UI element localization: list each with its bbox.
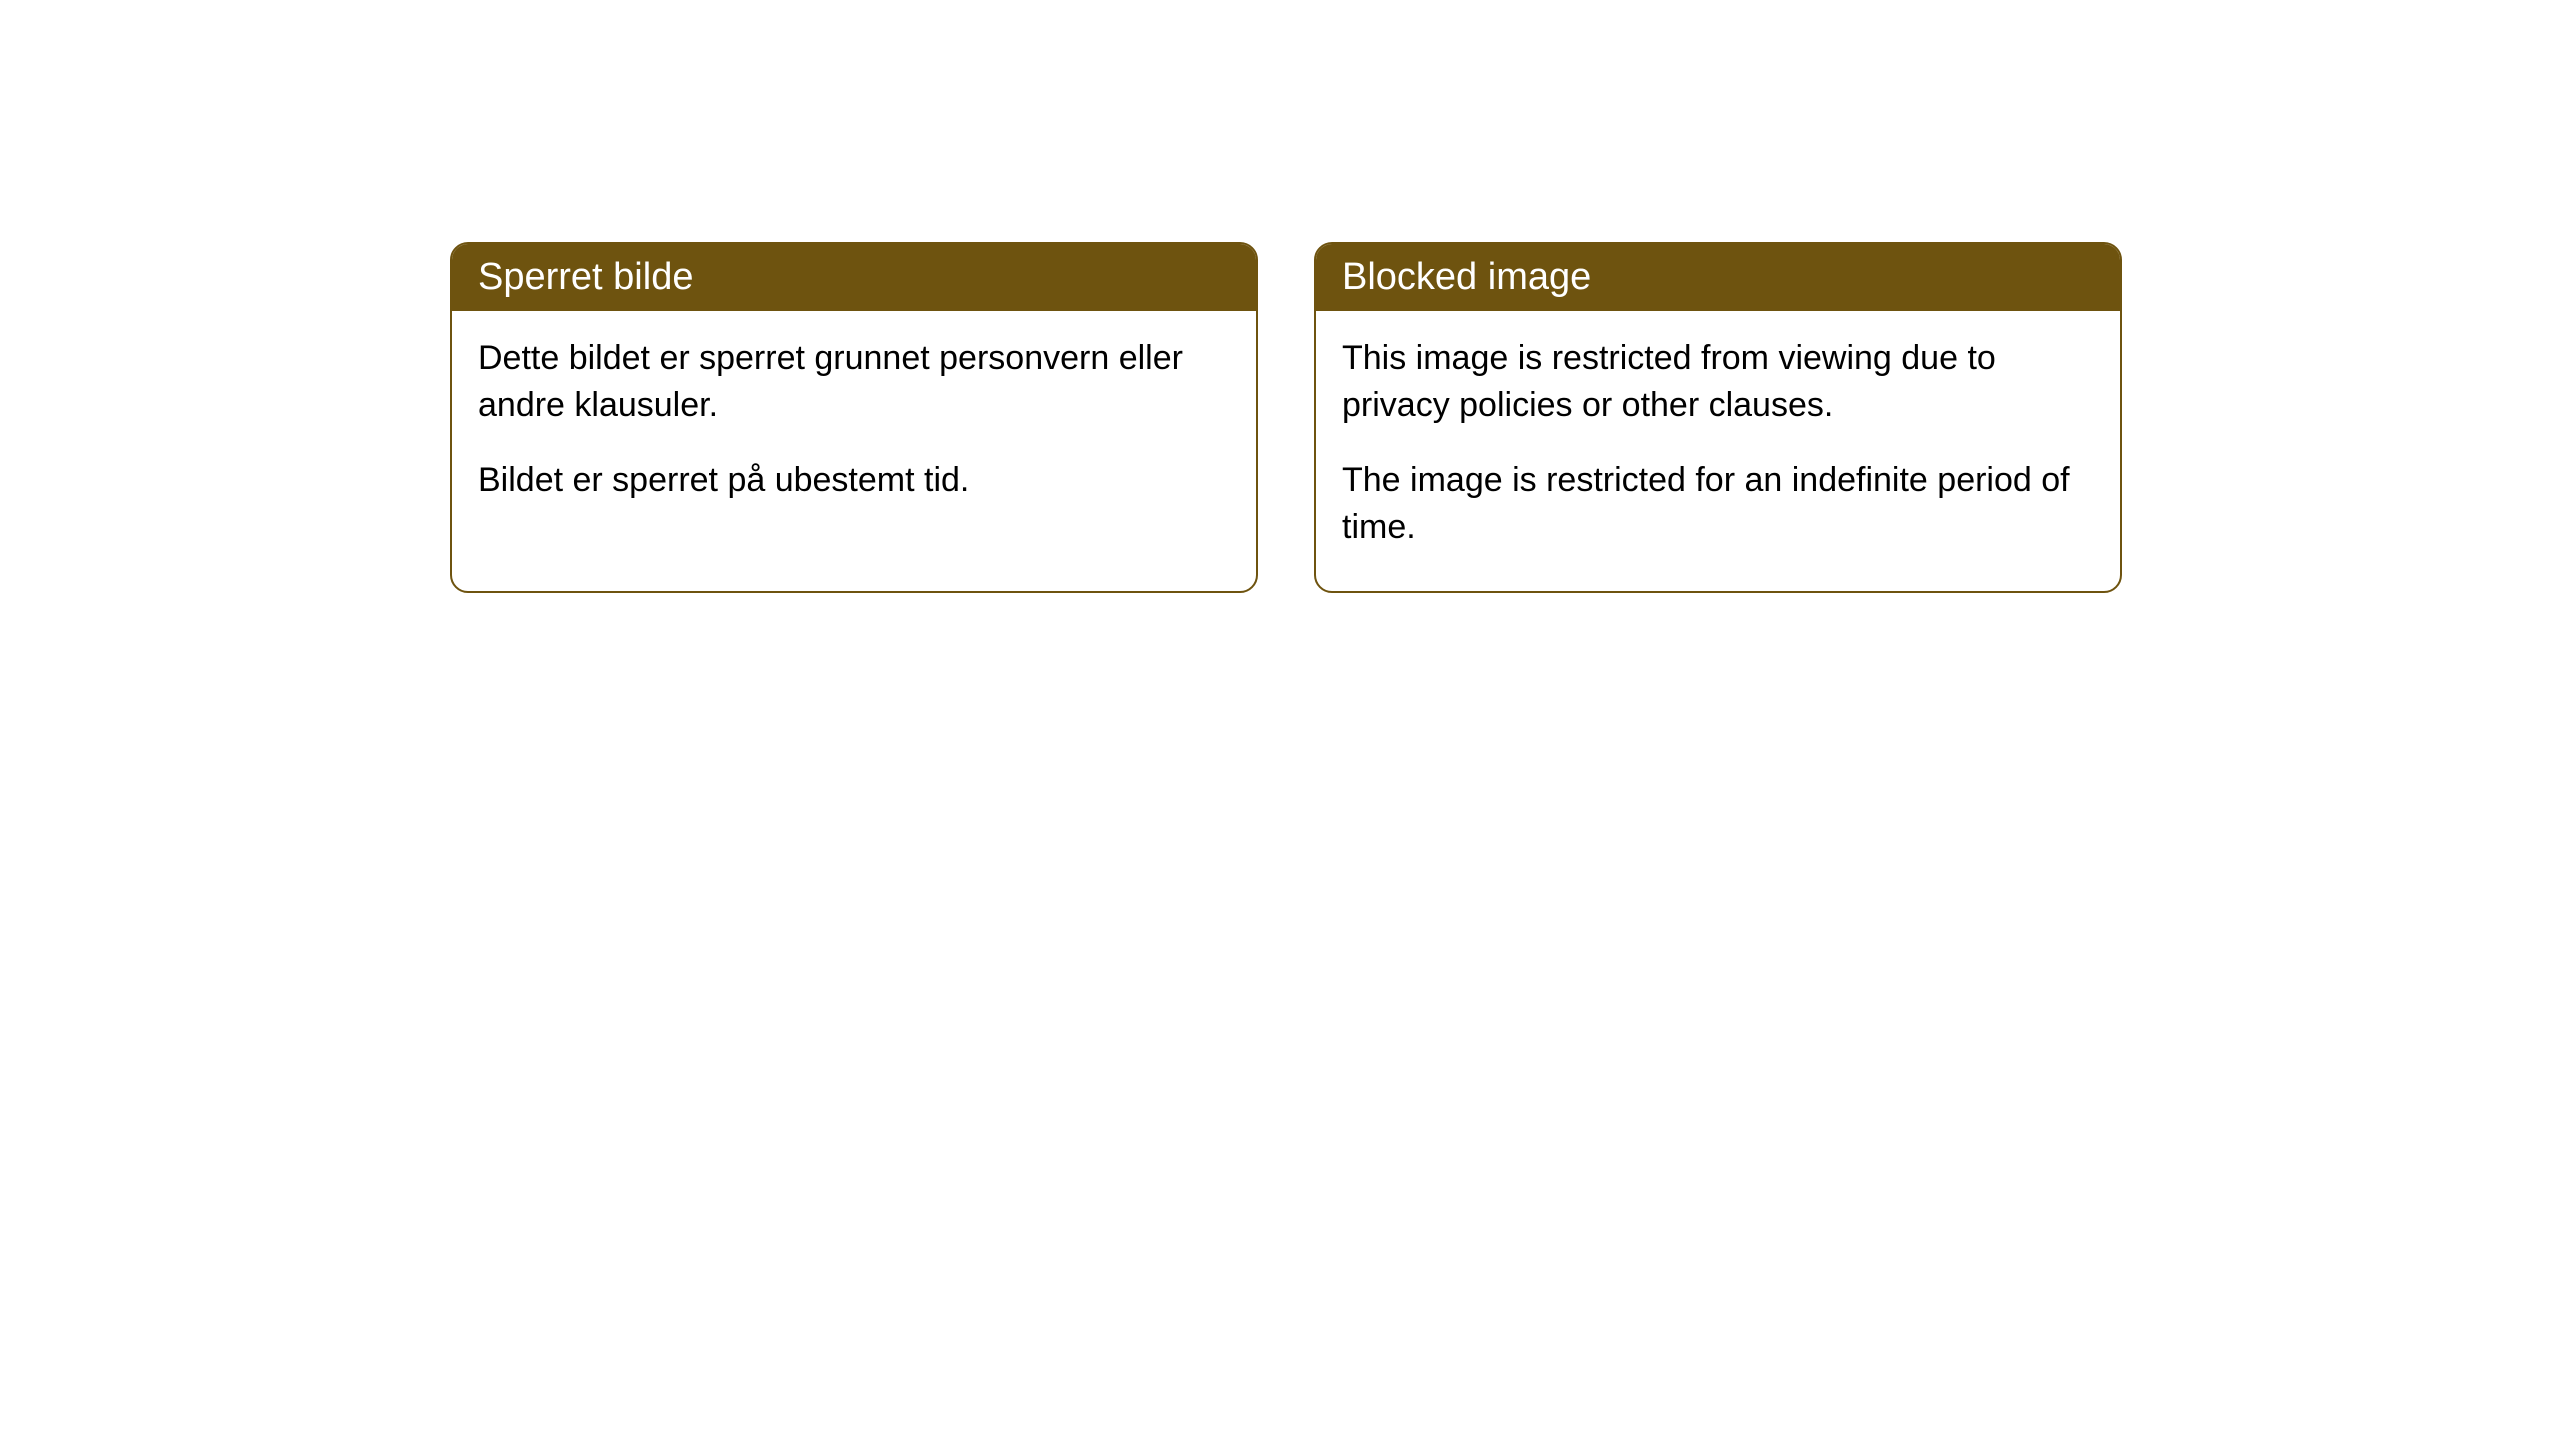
notice-card-norwegian: Sperret bilde Dette bildet er sperret gr… [450, 242, 1258, 593]
card-paragraph: The image is restricted for an indefinit… [1342, 457, 2094, 551]
card-body: Dette bildet er sperret grunnet personve… [452, 311, 1256, 544]
card-header: Sperret bilde [452, 244, 1256, 311]
card-paragraph: Bildet er sperret på ubestemt tid. [478, 457, 1230, 504]
card-body: This image is restricted from viewing du… [1316, 311, 2120, 591]
notice-card-english: Blocked image This image is restricted f… [1314, 242, 2122, 593]
card-title: Blocked image [1342, 256, 1591, 298]
card-header: Blocked image [1316, 244, 2120, 311]
card-paragraph: Dette bildet er sperret grunnet personve… [478, 335, 1230, 429]
notice-cards-container: Sperret bilde Dette bildet er sperret gr… [450, 242, 2122, 593]
card-title: Sperret bilde [478, 256, 693, 298]
card-paragraph: This image is restricted from viewing du… [1342, 335, 2094, 429]
